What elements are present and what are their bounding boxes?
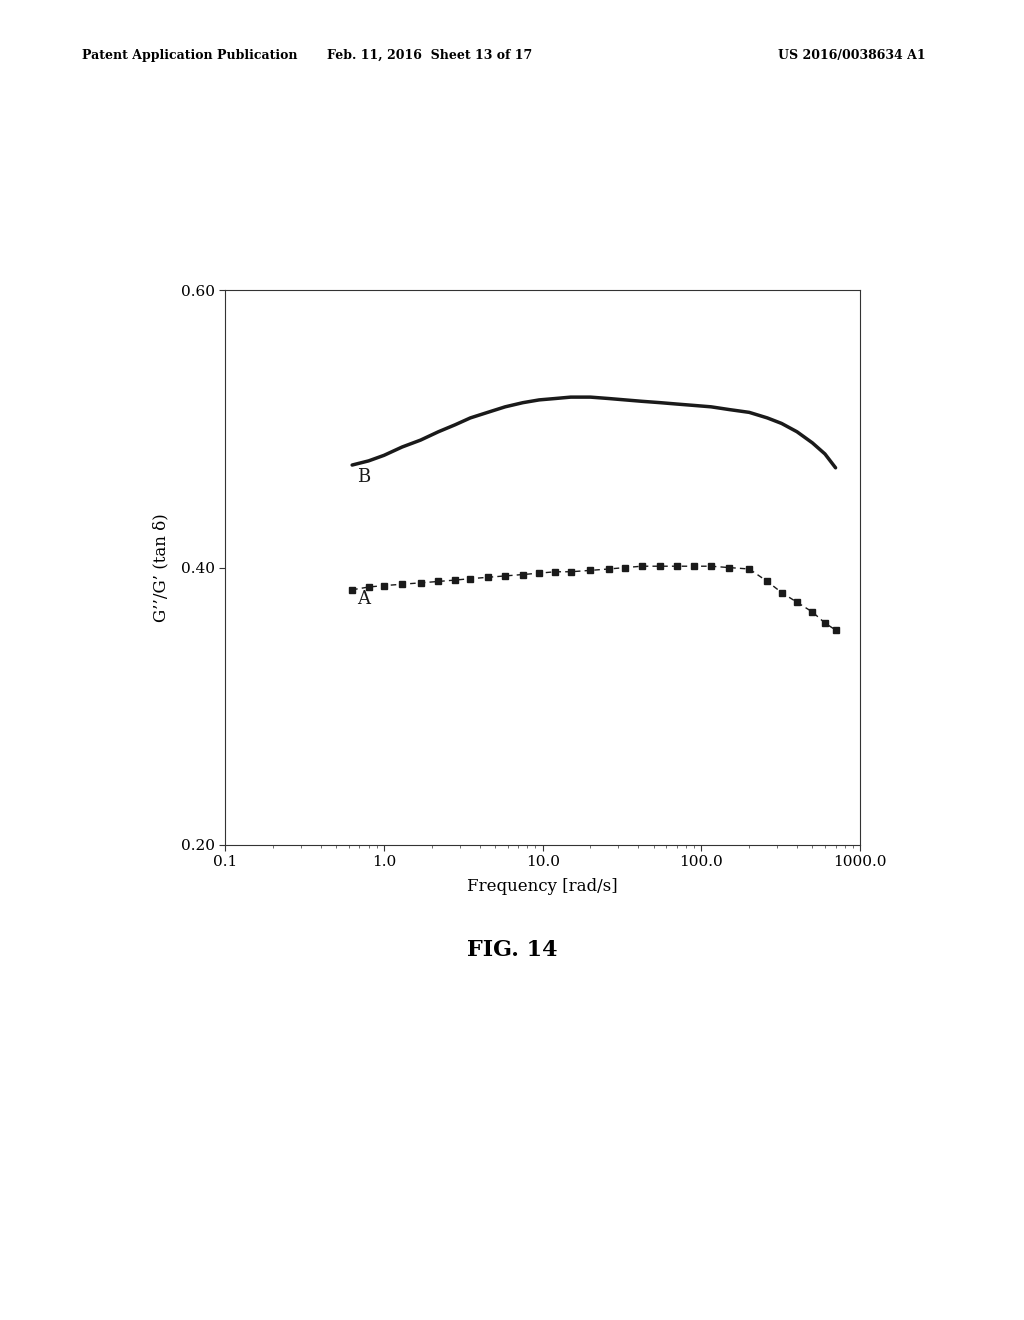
Y-axis label: G’’/G’ (tan δ): G’’/G’ (tan δ) [153, 513, 170, 622]
Text: A: A [357, 590, 371, 607]
Text: Feb. 11, 2016  Sheet 13 of 17: Feb. 11, 2016 Sheet 13 of 17 [328, 49, 532, 62]
Text: FIG. 14: FIG. 14 [467, 940, 557, 961]
Text: Patent Application Publication: Patent Application Publication [82, 49, 297, 62]
Text: US 2016/0038634 A1: US 2016/0038634 A1 [778, 49, 926, 62]
X-axis label: Frequency [rad/s]: Frequency [rad/s] [467, 878, 618, 895]
Text: B: B [357, 467, 371, 486]
